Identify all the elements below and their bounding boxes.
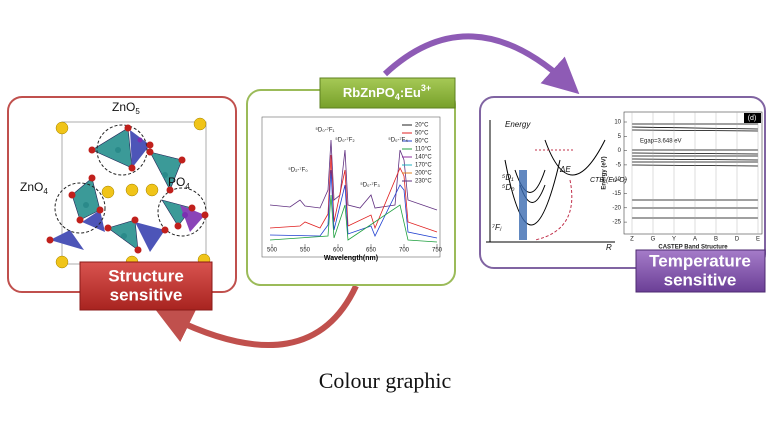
x-tick-label: 600 [333, 248, 344, 254]
peak-label: ⁵D₂-⁷F₀ [288, 167, 308, 174]
k-label: Z [630, 237, 634, 243]
x-tick-label: 700 [399, 248, 410, 254]
k-label: B [714, 237, 718, 243]
y-tick-label: -10 [612, 177, 621, 183]
y-tick-label: -20 [612, 205, 621, 211]
y-tick-label: -15 [612, 191, 621, 197]
energy-label: Energy [505, 120, 531, 129]
k-label: D [735, 237, 740, 243]
peak-label: ⁵D₀-⁷F₁ [315, 127, 334, 134]
x-tick-label: 500 [267, 248, 278, 254]
text-part: PO [168, 175, 185, 189]
peak-label: ⁵D₀-⁷F₂ [335, 137, 355, 144]
legend-label: 20°C [415, 123, 429, 129]
x-axis-title: CASTEP Band Structure [658, 245, 728, 251]
x-tick-label: 650 [366, 248, 377, 254]
badge-text: sensitive [664, 270, 737, 289]
legend-label: 140°C [415, 155, 432, 161]
energy-label: ⁵D₀ [502, 183, 515, 192]
energy-label: ⁵D₁ [502, 173, 514, 182]
text-part: 4 [43, 187, 48, 196]
legend-label: 170°C [415, 163, 432, 169]
legend-label: 230°C [415, 179, 432, 185]
legend-label: 50°C [415, 131, 429, 137]
text-part: RbZnPO [343, 85, 395, 100]
legend-label: 80°C [415, 139, 429, 145]
text-part: ZnO [112, 100, 135, 114]
k-label: Y [672, 237, 676, 243]
badge-text: sensitive [110, 285, 183, 304]
x-tick-label: 750 [432, 248, 443, 254]
text-part: ZnO [20, 180, 43, 194]
k-label: G [651, 237, 656, 243]
y-axis-title: Energy (eV) [602, 156, 608, 189]
text-part: 3+ [421, 83, 431, 93]
badge-text: Temperature [649, 251, 751, 270]
legend-label: 110°C [415, 147, 432, 153]
gap-label: Egap=3.648 eV [640, 139, 682, 145]
panel-label: (d) [748, 115, 757, 122]
y-tick-label: 10 [614, 120, 621, 126]
energy-label: ⁷Fⱼ [492, 223, 502, 232]
badge-text: Structure [108, 266, 184, 285]
x-tick-label: 550 [300, 248, 311, 254]
caption: Colour graphic [319, 368, 452, 393]
y-tick-label: -25 [612, 220, 621, 226]
text-part: :Eu [400, 85, 421, 100]
k-label: A [693, 237, 697, 243]
energy-label: ΔE [559, 165, 571, 174]
energy-label: R [606, 243, 612, 252]
text-part: 5 [135, 107, 140, 116]
legend-label: 200°C [415, 171, 432, 177]
k-label: E [756, 237, 760, 243]
energy-label: CTB (Eu-O) [590, 177, 627, 184]
graphical-abstract: Colour graphic RbZnPO4:Eu3+ZnO5ZnO4PO4St… [0, 0, 770, 425]
x-axis-title: Wavelength(nm) [324, 255, 378, 262]
peak-label: ⁵D₀-⁷F₃ [360, 182, 380, 189]
text-part: 4 [185, 182, 190, 191]
y-tick-label: -5 [616, 162, 622, 168]
cycle-arrow [385, 36, 566, 82]
title-tag-text: RbZnPO4:Eu3+ [343, 83, 431, 102]
peak-label: ⁵D₀-⁷F₄ [388, 137, 408, 144]
